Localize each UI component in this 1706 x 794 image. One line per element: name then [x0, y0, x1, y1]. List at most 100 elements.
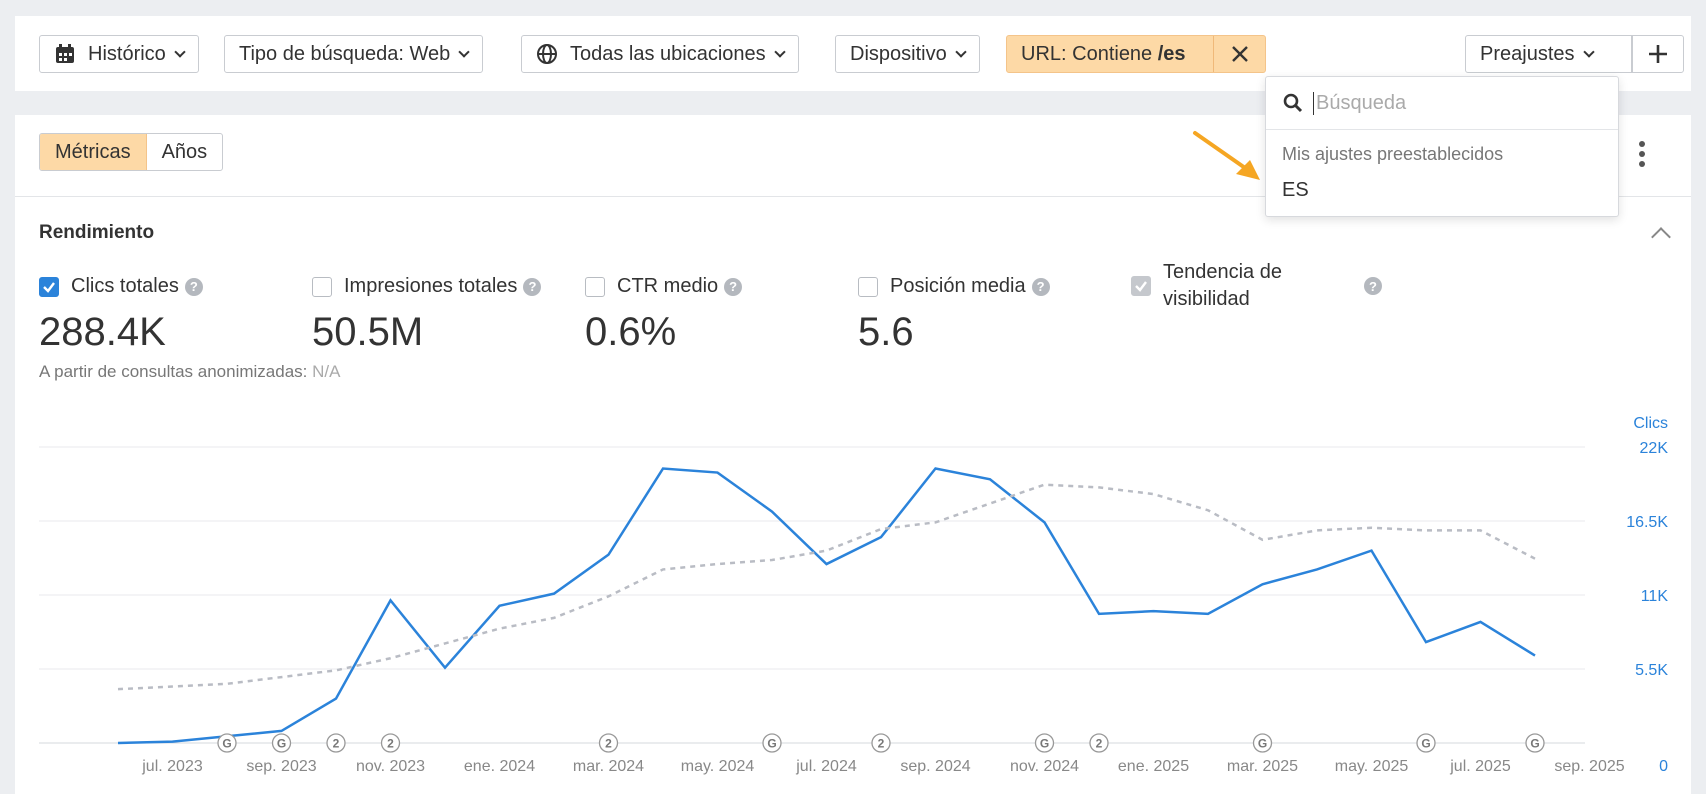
more-options-icon[interactable] [1639, 141, 1645, 167]
metric-label: Impresiones totales [344, 275, 518, 297]
annotation-marker [1089, 733, 1109, 753]
clicks-checkbox[interactable] [39, 276, 59, 297]
annotation-label: G [277, 737, 286, 751]
metric-avg-ctr: CTR medio ? 0.6% [585, 275, 743, 355]
x-tick-label: mar. 2025 [1227, 758, 1298, 775]
chevron-down-icon [458, 45, 470, 58]
metric-total-impressions: Impresiones totales ? 50.5M [312, 275, 542, 355]
annotation-marker [1252, 733, 1273, 753]
y-axis-label: Clics [1633, 415, 1668, 432]
url-filter-value: /es [1157, 42, 1186, 65]
y-tick-label: 5.5K [1635, 662, 1668, 679]
clicks-series-line [117, 467, 1536, 745]
view-toggle: Métricas Años [39, 133, 224, 171]
x-tick-label: sep. 2025 [1554, 758, 1624, 775]
annotation-label: G [1258, 737, 1267, 751]
filter-bar: Histórico Tipo de búsqueda: Web Todas la… [15, 16, 1691, 91]
impressions-checkbox[interactable] [312, 276, 332, 297]
annotation-marker [326, 733, 346, 753]
annotation-marker [762, 733, 782, 753]
metric-total-clicks: Clics totales ? 288.4K [39, 275, 203, 355]
visibility-checkbox[interactable] [1131, 276, 1151, 296]
annotation-label: G [1530, 737, 1539, 751]
y-tick-label: 11K [1641, 588, 1669, 605]
plus-icon [1649, 45, 1667, 63]
ctr-checkbox[interactable] [585, 276, 605, 297]
search-type-filter-label: Tipo de búsqueda: Web [239, 42, 451, 65]
history-filter-button[interactable]: Histórico [39, 35, 199, 73]
help-icon[interactable]: ? [724, 277, 743, 296]
x-tick-label: ene. 2025 [1118, 758, 1189, 775]
remove-filter-button[interactable] [1213, 36, 1265, 72]
help-icon[interactable]: ? [1031, 277, 1050, 296]
anonymized-value: N/A [312, 362, 341, 381]
position-checkbox[interactable] [858, 276, 878, 297]
annotation-marker [1416, 733, 1436, 753]
history-filter-label: Histórico [88, 42, 166, 65]
metric-value: 5.6 [858, 310, 914, 354]
annotation-label: 2 [878, 737, 885, 751]
annotation-label: G [767, 737, 776, 751]
tab-metrics[interactable]: Métricas [40, 134, 147, 170]
locations-filter-button[interactable]: Todas las ubicaciones [521, 35, 799, 73]
locations-filter-label: Todas las ubicaciones [570, 42, 766, 65]
annotation-label: G [1421, 737, 1430, 751]
metric-label: CTR medio [617, 275, 719, 297]
x-tick-label: nov. 2024 [1010, 758, 1079, 775]
help-icon[interactable]: ? [1364, 277, 1382, 295]
metric-label: Clics totales [71, 275, 179, 297]
annotation-label: G [222, 737, 231, 751]
annotation-label: 2 [1096, 737, 1103, 751]
annotation-marker [271, 733, 292, 753]
trend-series-line [117, 483, 1536, 691]
search-type-filter-button[interactable]: Tipo de búsqueda: Web [224, 35, 484, 73]
device-filter-label: Dispositivo [850, 42, 947, 65]
x-tick-label: may. 2024 [681, 758, 755, 775]
y-tick-label: 0 [1659, 758, 1668, 775]
annotation-marker [1034, 733, 1055, 753]
presets-label: Preajustes [1480, 42, 1575, 65]
url-filter-label: URL: Contiene /es [1021, 42, 1186, 65]
anonymized-queries-note: A partir de consultas anonimizadas: N/A [39, 362, 341, 381]
search-icon [1283, 93, 1303, 113]
x-tick-label: jul. 2025 [1449, 758, 1511, 775]
x-tick-label: jul. 2024 [795, 758, 857, 775]
chevron-down-icon [955, 45, 967, 58]
globe-icon [536, 43, 558, 65]
preset-group-label: Mis ajustes preestablecidos [1282, 144, 1504, 164]
tab-years[interactable]: Años [161, 140, 208, 163]
x-tick-label: ene. 2024 [464, 758, 535, 775]
metric-label: Posición media [890, 275, 1026, 297]
x-tick-label: nov. 2023 [356, 758, 425, 775]
chevron-down-icon [174, 45, 186, 58]
arrow-pointer-icon [1193, 131, 1260, 180]
chevron-down-icon [774, 45, 786, 58]
annotation-label: 2 [387, 737, 394, 751]
calendar-icon [54, 43, 76, 65]
presets-button[interactable]: Preajustes [1465, 35, 1632, 73]
x-tick-label: may. 2025 [1335, 758, 1409, 775]
chevron-down-icon [1582, 45, 1595, 58]
help-icon[interactable]: ? [184, 277, 203, 296]
y-tick-label: 16.5K [1626, 514, 1668, 531]
x-tick-label: mar. 2024 [573, 758, 644, 775]
add-filter-button[interactable] [1632, 35, 1684, 73]
device-filter-button[interactable]: Dispositivo [835, 35, 980, 73]
metric-value: 288.4K [39, 310, 166, 354]
metric-avg-position: Posición media ? 5.6 [858, 275, 1050, 355]
tabs-row: Métricas Años [15, 115, 1691, 197]
close-icon [1231, 46, 1248, 62]
url-filter-chip[interactable]: URL: Contiene /es [1006, 35, 1266, 73]
preset-item-es[interactable]: ES [1282, 179, 1309, 201]
check-icon [1135, 281, 1147, 292]
metric-label: Tendencia de visibilidad [1163, 261, 1282, 310]
annotation-label: 2 [605, 737, 612, 751]
presets-dropdown: Mis ajustes preestablecidos ES [1265, 76, 1619, 217]
metric-value: 50.5M [312, 310, 424, 354]
y-tick-label: 22K [1640, 440, 1669, 457]
preset-search-input[interactable] [1313, 91, 1603, 115]
annotation-label: G [1040, 737, 1049, 751]
help-icon[interactable]: ? [523, 277, 542, 296]
annotation-marker [217, 733, 237, 753]
annotation-marker [871, 733, 891, 753]
